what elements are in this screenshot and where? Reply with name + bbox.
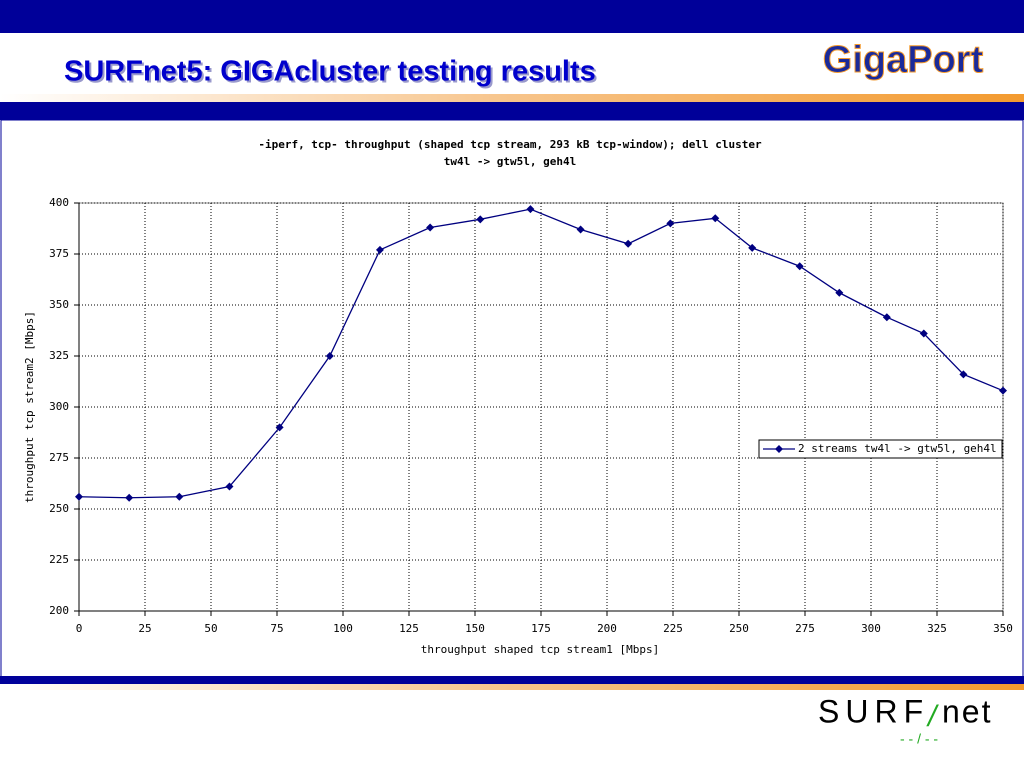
y-tick-label: 325 [49,349,69,362]
slide-title: SURFnet5: GIGAcluster testing results [64,56,596,88]
legend-label: 2 streams tw4l -> gtw5l, geh4l [798,442,997,455]
y-tick-label: 225 [49,553,69,566]
x-tick-label: 175 [531,622,551,635]
data-point [426,223,435,232]
chart-title: -iperf, tcp- throughput (shaped tcp stre… [258,138,762,151]
bottom-bar [0,676,1024,684]
y-tick-label: 350 [49,298,69,311]
data-point [325,352,334,360]
data-point [225,482,234,491]
x-tick-label: 150 [465,622,485,635]
x-tick-label: 200 [597,622,617,635]
logo-box [795,42,1013,82]
data-point [835,288,844,297]
data-point [999,386,1007,395]
data-point [75,492,83,501]
x-axis-label: throughput shaped tcp stream1 [Mbps] [421,643,659,656]
title-shadow: SURFnet5: GIGAcluster testing results [66,58,598,90]
x-tick-label: 125 [399,622,419,635]
y-tick-label: 400 [49,196,69,209]
data-point [795,262,804,271]
data-point [624,239,633,248]
blue-band [0,102,1024,120]
y-tick-label: 375 [49,247,69,260]
logo-slash: / [926,700,939,733]
net-logo: net [942,693,992,729]
data-point [919,329,928,338]
data-point [526,205,535,214]
surf-logo: SURF [818,693,929,729]
data-point [175,492,184,501]
x-tick-label: 300 [861,622,881,635]
data-point [882,313,891,322]
x-tick-label: 275 [795,622,815,635]
data-point [576,225,585,234]
x-tick-label: 350 [993,622,1013,635]
legend-marker [775,445,783,453]
x-tick-label: 100 [333,622,353,635]
x-tick-label: 325 [927,622,947,635]
data-point [711,214,720,223]
y-tick-label: 250 [49,502,69,515]
x-tick-label: 0 [76,622,83,635]
x-tick-label: 75 [270,622,283,635]
data-point [476,215,485,224]
top-bar [0,0,1024,33]
logo-dashes: - - / - - [900,731,938,747]
y-tick-label: 200 [49,604,69,617]
orange-band [0,94,1024,102]
bottom-orange [0,684,1024,690]
y-tick-label: 275 [49,451,69,464]
data-point [275,423,284,432]
y-axis-label: throughput tcp stream2 [Mbps] [23,311,36,503]
x-tick-label: 225 [663,622,683,635]
data-point [375,245,384,254]
gigaport-logo: GigaPort [823,39,984,81]
x-tick-label: 250 [729,622,749,635]
y-tick-label: 300 [49,400,69,413]
x-tick-label: 25 [138,622,151,635]
data-point [666,219,675,228]
legend-box [758,439,1003,459]
data-point [959,370,968,379]
data-point [748,243,757,252]
x-tick-label: 50 [204,622,217,635]
data-point [125,493,134,502]
chart-subtitle: tw4l -> gtw5l, geh4l [444,155,576,168]
